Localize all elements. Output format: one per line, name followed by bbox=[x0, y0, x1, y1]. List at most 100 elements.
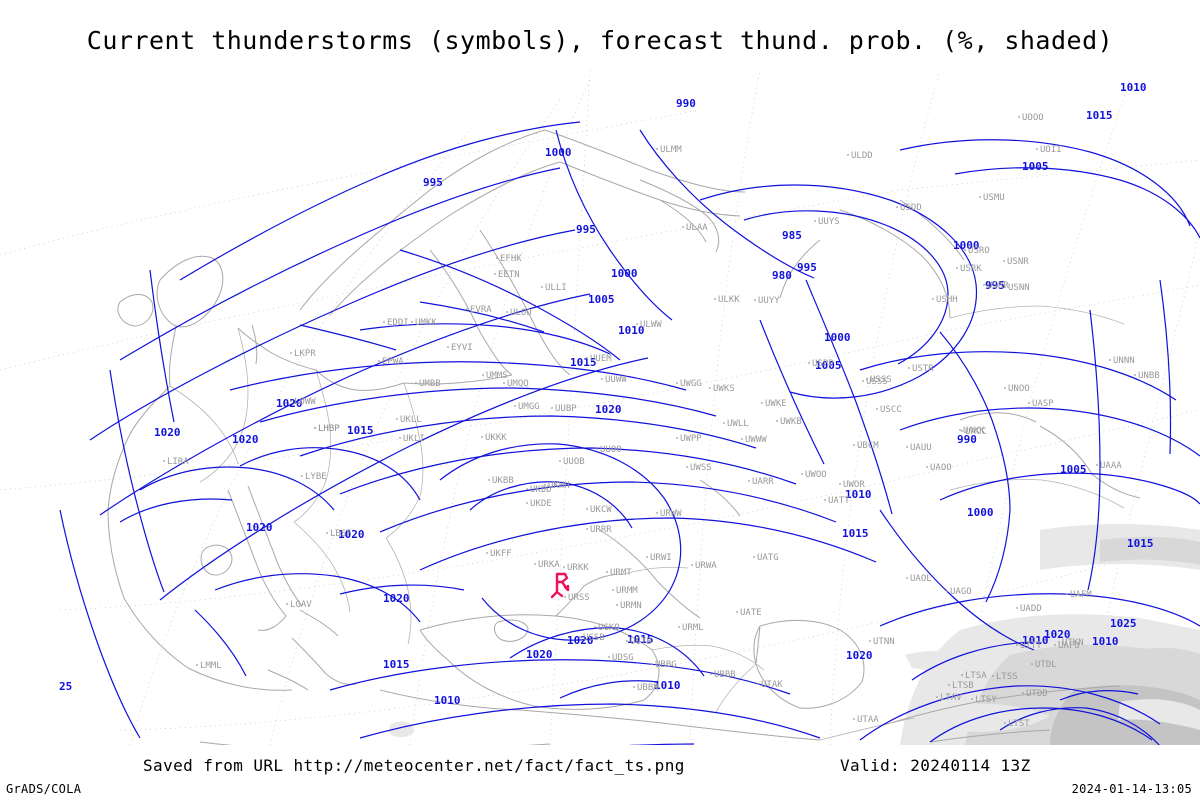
isobar-label: 25 bbox=[59, 680, 72, 693]
thunderstorm-symbol bbox=[550, 572, 570, 599]
station-dot bbox=[383, 321, 385, 323]
station-id-label: UAAA bbox=[1100, 461, 1122, 471]
isobar-label: 1010 bbox=[618, 324, 645, 337]
station-dot bbox=[1028, 402, 1030, 404]
station-dot bbox=[163, 460, 165, 462]
station-id-label: UATE bbox=[740, 608, 762, 618]
station-dot bbox=[503, 382, 505, 384]
station-marker: URWI bbox=[646, 553, 672, 563]
station-marker: USHH bbox=[932, 295, 958, 305]
station-dot bbox=[906, 446, 908, 448]
station-id-label: UTKN bbox=[1062, 638, 1084, 648]
station-id-label: LBSF bbox=[330, 529, 352, 539]
station-id-label: URWI bbox=[650, 553, 672, 563]
station-marker: USRO bbox=[964, 246, 990, 256]
page-title: Current thunderstorms (symbols), forecas… bbox=[86, 26, 1114, 55]
station-id-label: LTSA bbox=[965, 671, 987, 681]
station-dot bbox=[586, 357, 588, 359]
station-dot bbox=[646, 556, 648, 558]
isobar-label: 990 bbox=[676, 97, 696, 110]
station-id-label: UMKK bbox=[415, 318, 437, 328]
station-dot bbox=[757, 683, 759, 685]
station-dot bbox=[754, 299, 756, 301]
station-dot bbox=[286, 603, 288, 605]
station-dot bbox=[1022, 692, 1024, 694]
station-id-label: UASP bbox=[1032, 399, 1054, 409]
station-marker: URMT bbox=[606, 568, 632, 578]
station-marker: UBBN bbox=[633, 683, 659, 693]
station-id-label: UAGO bbox=[950, 587, 972, 597]
station-marker: UWPP bbox=[676, 434, 702, 444]
station-dot bbox=[1031, 663, 1033, 665]
isobar-label: 1025 bbox=[1110, 617, 1137, 630]
station-dot bbox=[1054, 644, 1056, 646]
station-id-label: LTAV bbox=[940, 693, 962, 703]
station-marker: UGKO bbox=[594, 623, 620, 633]
station-marker: URKA bbox=[534, 560, 560, 570]
isobar-label: 1000 bbox=[611, 267, 638, 280]
isobar-label: 1015 bbox=[627, 633, 654, 646]
station-marker: UDSG bbox=[608, 653, 634, 663]
station-id-label: EPWA bbox=[382, 357, 404, 367]
station-id-label: URWW bbox=[660, 509, 682, 519]
isobar-label: 990 bbox=[957, 433, 977, 446]
station-id-label: UKFF bbox=[490, 549, 512, 559]
weather-map[interactable]: 1000 995 990 995 985 980 995 1000 1005 1010 1015 10… bbox=[0, 70, 1200, 745]
station-dot bbox=[896, 206, 898, 208]
station-dot bbox=[847, 154, 849, 156]
station-marker: USNN bbox=[1004, 283, 1030, 293]
isobar-label: 1020 bbox=[846, 649, 873, 662]
station-marker: UKDE bbox=[526, 499, 552, 509]
station-marker: ULWW bbox=[636, 320, 662, 330]
station-dot bbox=[676, 382, 678, 384]
station-id-label: URKA bbox=[538, 560, 560, 570]
station-dot bbox=[496, 257, 498, 259]
station-id-label: UAOO bbox=[930, 463, 952, 473]
station-dot bbox=[415, 382, 417, 384]
station-dot bbox=[866, 378, 868, 380]
station-dot bbox=[1003, 260, 1005, 262]
isobar-label: 1020 bbox=[338, 528, 365, 541]
isobar-label: 1005 bbox=[588, 293, 615, 306]
isobar-label: 1015 bbox=[842, 527, 869, 540]
station-id-label: USPP bbox=[812, 359, 834, 369]
station-dot bbox=[1004, 387, 1006, 389]
station-dot bbox=[411, 321, 413, 323]
station-dot bbox=[1066, 593, 1068, 595]
station-id-label: UBBB bbox=[714, 670, 736, 680]
station-id-label: ULMM bbox=[660, 145, 682, 155]
station-id-label: UKBB bbox=[492, 476, 514, 486]
station-id-label: USRK bbox=[960, 264, 982, 274]
station-id-label: UWPP bbox=[680, 434, 702, 444]
station-id-label: UTDD bbox=[1026, 689, 1048, 699]
isobar-label: 985 bbox=[782, 229, 802, 242]
station-marker: UGTB bbox=[626, 637, 652, 647]
station-marker: UTNN bbox=[869, 637, 895, 647]
station-marker: ULOO bbox=[506, 308, 532, 318]
station-dot bbox=[606, 571, 608, 573]
station-dot bbox=[486, 552, 488, 554]
isobar-label: 995 bbox=[985, 279, 1005, 292]
station-id-label: LMML bbox=[200, 661, 222, 671]
station-marker: LTAV bbox=[936, 693, 962, 703]
station-dot bbox=[541, 286, 543, 288]
station-marker: UKCW bbox=[586, 505, 612, 515]
station-id-label: UUYY bbox=[758, 296, 780, 306]
station-marker: UUYS bbox=[814, 217, 840, 227]
station-id-label: ULDD bbox=[851, 151, 873, 161]
station-marker: LBSF bbox=[326, 529, 352, 539]
station-id-label: UARR bbox=[752, 477, 774, 487]
station-dot bbox=[326, 532, 328, 534]
station-dot bbox=[656, 512, 658, 514]
station-dot bbox=[534, 563, 536, 565]
isobar-label: 1015 bbox=[347, 424, 374, 437]
isobar-label: 1020 bbox=[595, 403, 622, 416]
station-dot bbox=[961, 430, 963, 432]
station-dot bbox=[579, 636, 581, 638]
station-id-label: USCC bbox=[880, 405, 902, 415]
station-marker: UTDD bbox=[1022, 689, 1048, 699]
station-id-label: UMBB bbox=[419, 379, 441, 389]
station-marker: UWKE bbox=[761, 399, 787, 409]
station-marker: UNBB bbox=[1134, 371, 1160, 381]
station-dot bbox=[544, 484, 546, 486]
